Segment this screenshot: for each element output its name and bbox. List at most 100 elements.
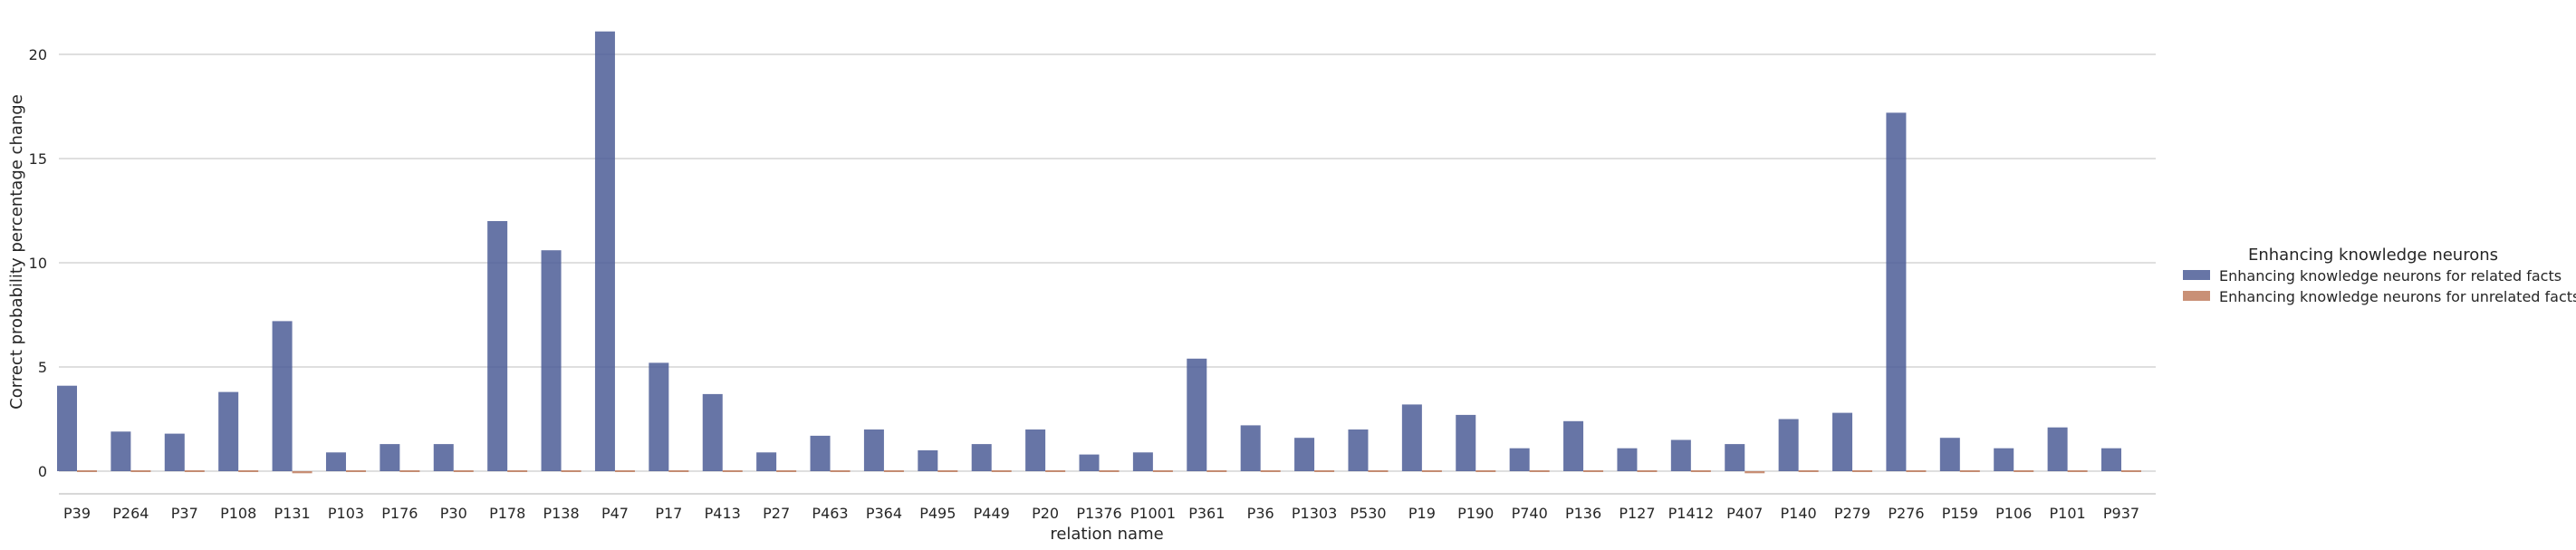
bar-unrelated-P364 (883, 470, 904, 472)
bar-unrelated-P131 (292, 471, 312, 474)
bar-related-P30 (433, 444, 454, 471)
bar-unrelated-P190 (1475, 470, 1496, 472)
bar-unrelated-P27 (776, 470, 797, 472)
bar-unrelated-P1001 (1152, 470, 1173, 472)
bar-related-P495 (918, 450, 938, 471)
x-axis-title: relation name (1050, 525, 1163, 544)
bar-unrelated-P106 (2014, 470, 2034, 472)
x-tick-label-P178: P178 (489, 505, 525, 522)
bar-unrelated-P279 (1852, 470, 1873, 472)
bar-unrelated-P407 (1745, 471, 1765, 474)
x-tick-label-P36: P36 (1247, 505, 1274, 522)
x-tick-label-P190: P190 (1457, 505, 1494, 522)
x-tick-label-P127: P127 (1619, 505, 1655, 522)
x-tick-label-P740: P740 (1512, 505, 1548, 522)
bar-unrelated-P103 (345, 470, 366, 472)
bar-unrelated-P449 (991, 470, 1012, 472)
bar-unrelated-P176 (399, 470, 420, 472)
legend: Enhancing knowledge neurons Enhancing kn… (2183, 246, 2576, 305)
bar-unrelated-P20 (1045, 470, 1066, 472)
bar-related-P279 (1832, 412, 1853, 471)
legend-swatch-unrelated (2183, 291, 2210, 301)
x-tick-label-P47: P47 (601, 505, 629, 522)
x-tick-label-P937: P937 (2103, 505, 2139, 522)
bar-unrelated-P495 (937, 470, 958, 472)
bar-related-P27 (756, 452, 777, 471)
bar-unrelated-P36 (1260, 470, 1281, 472)
bar-unrelated-P138 (561, 470, 582, 472)
bar-related-P36 (1240, 425, 1261, 471)
x-tick-label-P449: P449 (974, 505, 1010, 522)
x-tick-label-P364: P364 (866, 505, 902, 522)
bar-unrelated-P1303 (1314, 470, 1335, 472)
bar-unrelated-P159 (1959, 470, 1980, 472)
bar-related-P1001 (1132, 452, 1153, 471)
gridlines (59, 53, 2156, 472)
bar-unrelated-P413 (722, 470, 743, 472)
bar-related-P176 (380, 444, 400, 471)
bars (57, 31, 2141, 474)
x-tick-label-P413: P413 (705, 505, 741, 522)
x-tick-label-P20: P20 (1032, 505, 1059, 522)
x-tick-label-P530: P530 (1350, 505, 1386, 522)
bar-related-P413 (702, 393, 723, 471)
x-tick-label-P495: P495 (919, 505, 956, 522)
x-tick-label-P19: P19 (1408, 505, 1436, 522)
bar-related-P1376 (1079, 454, 1100, 471)
bar-unrelated-P1376 (1099, 470, 1120, 472)
x-tick-label-P17: P17 (655, 505, 682, 522)
x-tick-labels: P39 P264 P37 P108 P131 P103 P176 P30 P178 P138 P47… (63, 505, 2139, 522)
x-tick-label-P176: P176 (381, 505, 418, 522)
x-tick-label-P264: P264 (112, 505, 149, 522)
x-tick-label-P140: P140 (1781, 505, 1817, 522)
x-tick-label-P136: P136 (1565, 505, 1601, 522)
x-tick-label-P106: P106 (1995, 505, 2032, 522)
bar-unrelated-P47 (614, 470, 635, 472)
bar-related-P361 (1187, 358, 1207, 471)
bar-unrelated-P108 (238, 470, 259, 472)
bar-unrelated-P530 (1368, 470, 1389, 472)
bar-related-P136 (1563, 420, 1584, 471)
x-tick-label-P30: P30 (440, 505, 467, 522)
x-tick-label-P101: P101 (2050, 505, 2086, 522)
bar-unrelated-P264 (130, 470, 151, 472)
x-tick-label-P131: P131 (274, 505, 310, 522)
x-tick-label-P27: P27 (763, 505, 790, 522)
bar-related-P159 (1939, 438, 1960, 471)
x-tick-label-P276: P276 (1888, 505, 1924, 522)
x-tick-label-P138: P138 (543, 505, 579, 522)
bar-related-P276 (1886, 112, 1907, 472)
x-tick-label-P407: P407 (1726, 505, 1763, 522)
bar-related-P106 (1994, 448, 2014, 471)
x-tick-label-P37: P37 (171, 505, 198, 522)
x-tick-label-P1303: P1303 (1292, 505, 1337, 522)
x-tick-label-P39: P39 (63, 505, 91, 522)
x-tick-label-P1376: P1376 (1076, 505, 1121, 522)
bar-related-P20 (1025, 429, 1046, 471)
bar-related-P1303 (1294, 438, 1315, 471)
y-tick-label: 20 (29, 46, 47, 63)
bar-unrelated-P136 (1583, 470, 1604, 472)
bar-unrelated-P17 (668, 470, 689, 472)
bar-related-P39 (57, 385, 77, 471)
legend-title: Enhancing knowledge neurons (2248, 246, 2498, 265)
bar-related-P407 (1725, 444, 1745, 471)
legend-swatch-related (2183, 270, 2210, 280)
bar-unrelated-P1412 (1690, 470, 1711, 472)
y-tick-label: 0 (38, 463, 47, 480)
bar-unrelated-P463 (830, 470, 851, 472)
bar-related-P47 (594, 31, 615, 471)
x-tick-label-P463: P463 (812, 505, 848, 522)
bar-unrelated-P37 (184, 470, 205, 472)
bar-unrelated-P127 (1637, 470, 1658, 472)
bar-related-P103 (325, 452, 346, 471)
x-tick-label-P1412: P1412 (1668, 505, 1714, 522)
bar-unrelated-P140 (1798, 470, 1819, 472)
legend-label-unrelated: Enhancing knowledge neurons for unrelate… (2219, 288, 2576, 305)
y-tick-labels: 0 5 10 15 20 (29, 46, 47, 480)
bar-related-P530 (1348, 429, 1369, 471)
bar-related-P449 (971, 444, 992, 471)
bar-related-P140 (1778, 419, 1799, 471)
y-tick-label: 5 (38, 359, 47, 376)
y-tick-label: 10 (29, 255, 47, 272)
